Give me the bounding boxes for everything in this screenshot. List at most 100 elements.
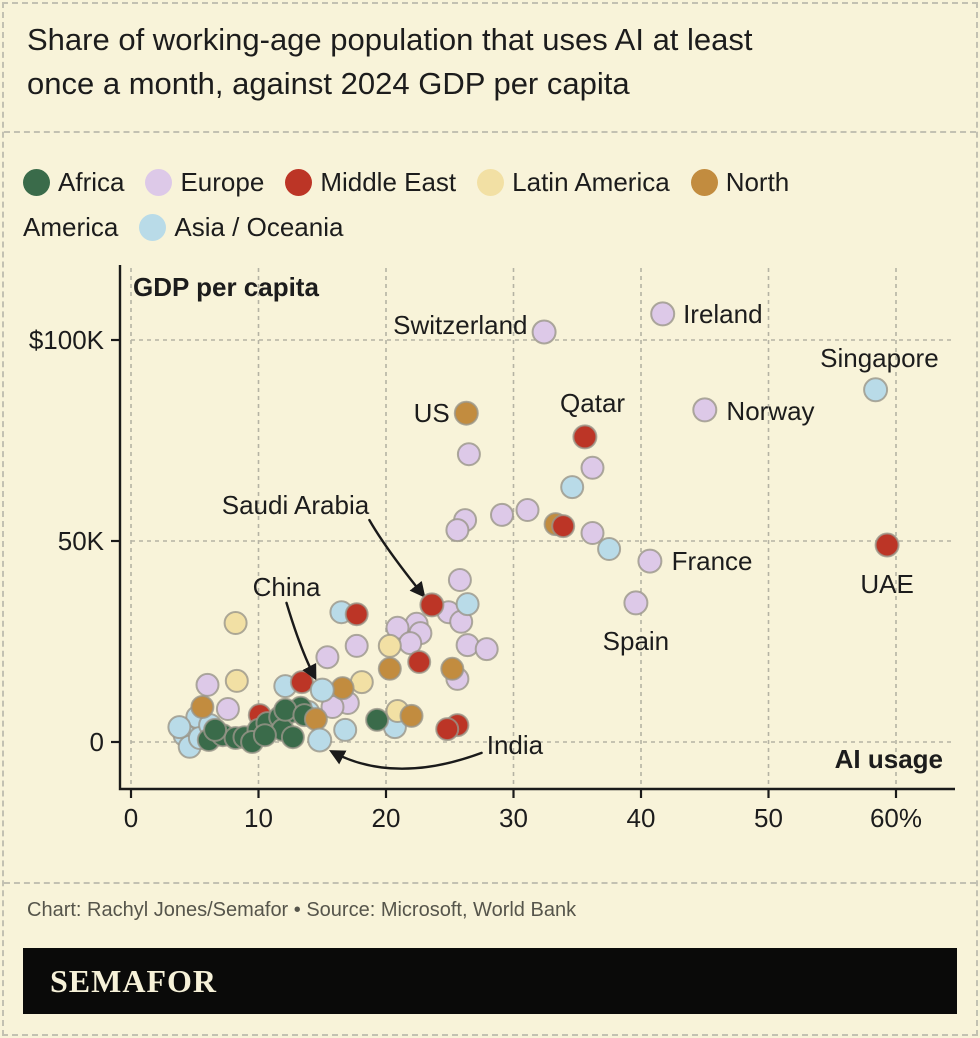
data-point-europe (515, 498, 540, 522)
legend-label: Latin America (512, 167, 670, 197)
data-point-north-america (440, 656, 465, 681)
legend-label: Asia / Oceania (174, 212, 344, 242)
data-point-singapore (863, 377, 889, 403)
data-point-europe (580, 455, 605, 480)
data-point-uae (874, 532, 900, 558)
legend-item-middle-east: Middle East (285, 167, 456, 198)
data-point-europe (490, 502, 514, 527)
credit-line: Chart: Rachyl Jones/Semafor • Source: Mi… (27, 899, 577, 921)
data-point-qatar (572, 424, 598, 450)
data-point-switzerland (531, 319, 557, 345)
country-label-qatar: Qatar (560, 388, 625, 418)
data-point-north-america (399, 703, 424, 728)
data-point-europe (447, 568, 472, 592)
data-point-us (453, 400, 479, 426)
data-point-saudi-arabia (419, 592, 445, 618)
data-point-north-america (303, 707, 328, 732)
legend-label: Africa (58, 167, 125, 197)
legend-item-africa: Africa (23, 167, 124, 198)
page-title: Share of working-age population that use… (27, 18, 947, 106)
data-point-asia-oceania (560, 475, 585, 500)
data-point-spain (623, 590, 649, 616)
y-tick-label-100: $100K (29, 325, 105, 355)
asia-oceania-swatch-icon (139, 214, 167, 241)
data-point-europe (580, 521, 605, 545)
legend-item-asia-oceania: Asia / Oceania (139, 212, 343, 243)
x-tick-label-10: 10 (244, 803, 273, 833)
data-point-europe (474, 637, 499, 662)
north-america-swatch-icon (690, 169, 718, 196)
data-point-middle-east (344, 602, 369, 627)
data-point-france (637, 548, 663, 574)
latin-america-swatch-icon (477, 169, 505, 196)
x-axis-title: AI usage (835, 744, 943, 774)
country-label-us: US (414, 398, 450, 428)
middle-east-swatch-icon (285, 169, 313, 196)
data-point-africa (280, 725, 305, 750)
legend-item-north: North (690, 167, 790, 198)
data-point-asia-oceania (455, 592, 480, 617)
country-label-ireland: Ireland (683, 299, 763, 329)
data-point-africa (203, 717, 228, 742)
legend-row-1: Africa Europe Middle East Latin America Nort… (23, 160, 953, 205)
data-point-china (309, 677, 335, 703)
legend-row-2: America Asia / Oceania (23, 205, 953, 250)
y-axis-title: GDP per capita (133, 272, 319, 302)
x-tick-label-40: 40 (627, 803, 656, 833)
data-point-europe (445, 518, 470, 543)
legend-label: North (725, 167, 790, 197)
annotation-arrow-india (329, 750, 483, 770)
legend-item-europe: Europe (145, 167, 264, 198)
country-label-spain: Spain (603, 626, 670, 656)
country-label-uae: UAE (860, 569, 913, 599)
y-tick-label-0: 0 (90, 727, 104, 757)
data-point-india (307, 727, 333, 753)
country-label-saudi-arabia: Saudi Arabia (222, 490, 370, 520)
data-point-norway (692, 397, 718, 423)
data-point-africa (252, 723, 277, 748)
data-point-africa (365, 707, 390, 732)
data-point-europe (456, 442, 481, 467)
data-point-asia-oceania (167, 715, 192, 740)
data-point-middle-east (551, 514, 576, 539)
title-separator (4, 131, 976, 133)
data-point-asia-oceania (597, 537, 622, 561)
legend-item-america: America (23, 212, 118, 243)
axis-lines (118, 265, 955, 791)
data-point-ireland (650, 301, 676, 327)
footer-separator (4, 882, 976, 884)
data-point-north-america (190, 695, 215, 719)
title-line-1: Share of working-age population that use… (27, 22, 753, 57)
africa-swatch-icon (23, 169, 50, 196)
x-tick-label-30: 30 (499, 803, 528, 833)
y-tick-label-50: 50K (58, 526, 105, 556)
country-label-china: China (253, 572, 321, 602)
data-point-latin-america (223, 611, 248, 635)
country-label-singapore: Singapore (820, 343, 939, 373)
legend-label: Middle East (320, 167, 457, 197)
country-label-norway: Norway (726, 396, 814, 426)
data-point-middle-east (289, 670, 314, 695)
title-line-2: once a month, against 2024 GDP per capit… (27, 66, 630, 101)
data-point-north-america (330, 676, 355, 701)
data-point-europe (215, 697, 240, 721)
x-tick-label-60: 60% (870, 803, 922, 833)
legend-label: Europe (180, 167, 265, 197)
annotation-arrow-saudi-arabia (368, 518, 426, 598)
data-point-europe (344, 633, 369, 658)
x-tick-label-0: 0 (124, 803, 138, 833)
legend: Africa Europe Middle East Latin America Nort… (23, 160, 953, 250)
semafor-logo-bar: SEMAFOR (23, 948, 957, 1014)
semafor-logo: SEMAFOR (50, 962, 217, 999)
country-label-india: India (487, 730, 544, 760)
data-point-latin-america (224, 668, 249, 693)
legend-label: America (23, 212, 119, 242)
europe-swatch-icon (145, 169, 173, 196)
data-point-north-america (377, 656, 402, 681)
data-point-europe (195, 672, 220, 697)
legend-item-latin-america: Latin America (477, 167, 670, 198)
data-point-latin-america (377, 633, 402, 658)
data-point-europe (315, 645, 340, 670)
x-tick-label-20: 20 (372, 803, 401, 833)
annotation-arrow-china (285, 601, 317, 681)
